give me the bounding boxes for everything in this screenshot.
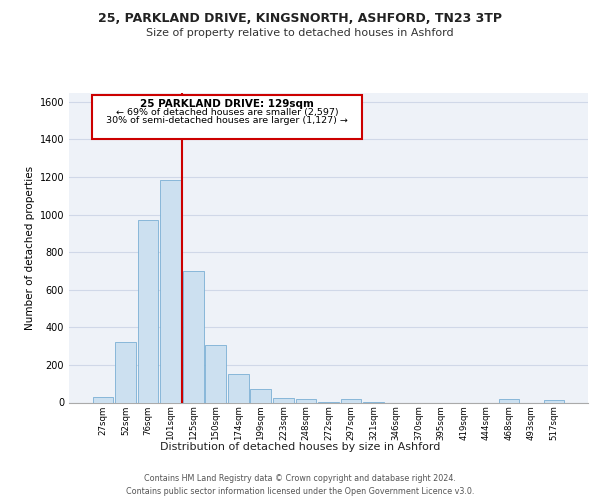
Text: Contains public sector information licensed under the Open Government Licence v3: Contains public sector information licen… [126, 487, 474, 496]
Bar [250, 390, 271, 402]
Bar [273, 398, 294, 402]
FancyBboxPatch shape [92, 96, 362, 140]
Bar [205, 345, 226, 403]
Bar [160, 180, 181, 402]
Text: 25, PARKLAND DRIVE, KINGSNORTH, ASHFORD, TN23 3TP: 25, PARKLAND DRIVE, KINGSNORTH, ASHFORD,… [98, 12, 502, 26]
Y-axis label: Number of detached properties: Number of detached properties [25, 166, 35, 330]
Text: 25 PARKLAND DRIVE: 129sqm: 25 PARKLAND DRIVE: 129sqm [140, 100, 314, 110]
Text: Distribution of detached houses by size in Ashford: Distribution of detached houses by size … [160, 442, 440, 452]
Bar [544, 400, 565, 402]
Text: Size of property relative to detached houses in Ashford: Size of property relative to detached ho… [146, 28, 454, 38]
Bar [341, 399, 361, 402]
Bar [183, 271, 203, 402]
Text: ← 69% of detached houses are smaller (2,597): ← 69% of detached houses are smaller (2,… [116, 108, 338, 117]
Text: Contains HM Land Registry data © Crown copyright and database right 2024.: Contains HM Land Registry data © Crown c… [144, 474, 456, 483]
Bar [296, 398, 316, 402]
Bar [92, 397, 113, 402]
Bar [499, 398, 520, 402]
Bar [115, 342, 136, 402]
Bar [228, 374, 248, 402]
Text: 30% of semi-detached houses are larger (1,127) →: 30% of semi-detached houses are larger (… [106, 116, 348, 124]
Bar [137, 220, 158, 402]
